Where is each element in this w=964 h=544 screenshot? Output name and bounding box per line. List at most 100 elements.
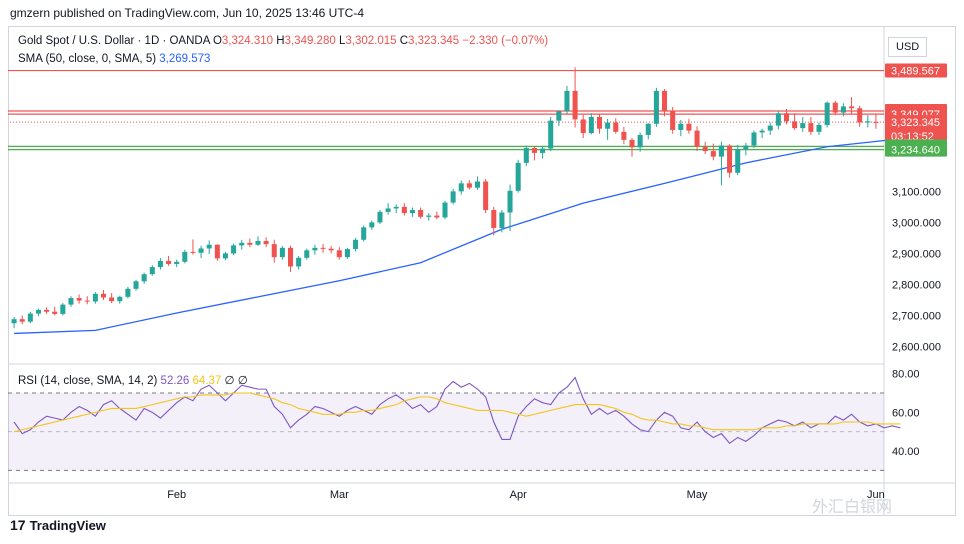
candle-body — [743, 145, 749, 150]
candle — [312, 244, 318, 255]
tradingview-brand[interactable]: 17 TradingView — [10, 517, 106, 533]
candle-body — [783, 113, 790, 122]
candle — [287, 245, 294, 273]
candle-body — [222, 253, 228, 259]
candle-body — [239, 242, 245, 246]
candle-body — [702, 146, 708, 152]
candle-body — [60, 304, 66, 314]
candle — [775, 110, 781, 130]
candle — [686, 118, 692, 134]
candle-body — [214, 244, 220, 259]
candle-body — [450, 191, 456, 203]
price-tick-label: 2,900.000 — [892, 248, 941, 260]
price-tick-label: 3,000.000 — [892, 217, 941, 229]
candle-body — [255, 241, 261, 245]
candle — [190, 239, 196, 255]
sma-legend[interactable]: SMA (50, close, 0, SMA, 5) 3,269.573 — [18, 53, 210, 65]
candle — [621, 126, 627, 145]
candle-body — [296, 257, 302, 267]
candle — [100, 290, 107, 300]
candle — [718, 141, 724, 186]
candle — [27, 311, 33, 324]
candle — [149, 265, 155, 276]
candle — [670, 107, 676, 134]
candle — [336, 247, 342, 260]
candle — [198, 245, 204, 259]
candle-body — [727, 145, 733, 173]
close-label: C — [399, 35, 409, 47]
rsi-legend[interactable]: RSI (14, close, SMA, 14, 2) 52.26 64.37 … — [18, 373, 248, 387]
candle-body — [491, 210, 497, 228]
candle-body — [35, 309, 41, 314]
candle-body — [849, 106, 855, 109]
candle-body — [548, 120, 554, 149]
candle — [783, 108, 790, 125]
candle-body — [873, 121, 879, 123]
candle-body — [76, 298, 82, 301]
candle — [409, 207, 415, 217]
candle-body — [44, 309, 50, 312]
price-label-text: 3,323.345 — [891, 117, 940, 129]
candle — [548, 116, 554, 152]
candle-body — [466, 183, 472, 188]
candle — [849, 97, 855, 114]
candle-body — [279, 247, 285, 258]
candle-body — [792, 121, 798, 129]
candle — [662, 89, 668, 117]
candle — [68, 296, 74, 307]
candle — [19, 315, 25, 325]
candle-body — [556, 111, 562, 121]
candle-body — [710, 151, 716, 157]
time-tick-label: Feb — [167, 489, 186, 501]
candle — [377, 210, 383, 224]
candle-body — [832, 102, 838, 113]
candle-body — [857, 108, 863, 123]
candle — [214, 244, 220, 261]
candle-body — [231, 245, 237, 254]
candle-body — [11, 319, 17, 324]
time-tick-label: Apr — [510, 489, 527, 501]
candle-body — [27, 313, 33, 322]
candle — [369, 220, 375, 230]
candle-body — [434, 215, 440, 218]
candle-body — [629, 139, 635, 148]
candle-body — [361, 227, 367, 240]
candle — [515, 159, 521, 193]
candle-body — [540, 148, 546, 153]
price-tick-label: 2,600.000 — [892, 341, 941, 353]
candle — [840, 103, 846, 117]
candle — [499, 210, 505, 233]
rsi-value: 52.26 — [160, 375, 190, 387]
candle — [344, 247, 350, 260]
candle — [11, 317, 17, 328]
candle — [296, 255, 302, 270]
candle — [255, 236, 261, 246]
candle — [35, 308, 41, 317]
candle — [694, 126, 700, 152]
candle-body — [133, 281, 139, 289]
candle — [450, 188, 456, 205]
candle-body — [377, 211, 383, 223]
candle-body — [393, 206, 399, 209]
candle — [605, 118, 611, 140]
change-value: −2.330 (−0.07%) — [462, 35, 549, 47]
symbol-legend[interactable]: Gold Spot / U.S. Dollar · 1D · OANDA O3,… — [18, 35, 548, 47]
candle — [792, 113, 798, 130]
brand-label: TradingView — [29, 517, 106, 533]
candle — [125, 286, 131, 299]
price-label-text: 3,489.567 — [891, 66, 940, 78]
candle-body — [678, 123, 684, 130]
candle-body — [304, 250, 310, 258]
low-value: 3,302.015 — [345, 35, 397, 47]
candle — [637, 132, 643, 152]
candle-body — [125, 288, 131, 297]
candle — [531, 146, 537, 161]
candle — [263, 237, 269, 248]
candle-body — [409, 210, 415, 214]
candle-body — [596, 116, 603, 129]
candle-body — [401, 206, 407, 214]
currency-button[interactable]: USD — [888, 37, 928, 57]
candle-body — [531, 147, 537, 153]
